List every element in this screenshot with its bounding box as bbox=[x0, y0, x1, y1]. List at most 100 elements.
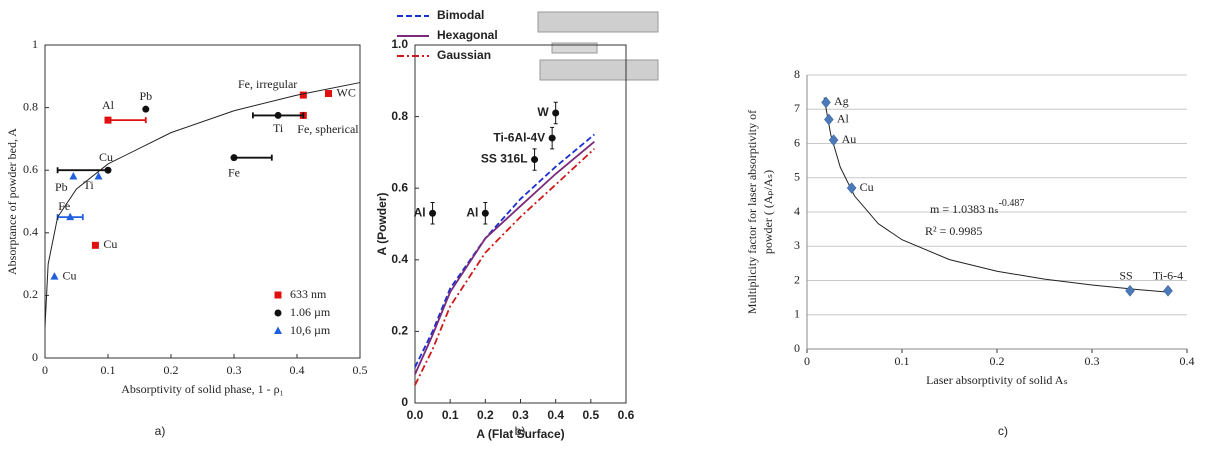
marker bbox=[230, 154, 238, 162]
x-axis-label: Laser absorptivity of solid Aₛ bbox=[926, 373, 1068, 387]
x-tick-label: 0.5 bbox=[353, 363, 368, 377]
y-axis-label: A (Powder) bbox=[375, 193, 389, 256]
x-tick-label: 0.1 bbox=[101, 363, 116, 377]
point-label: Al bbox=[414, 205, 426, 219]
marker bbox=[531, 156, 539, 164]
x-tick-label: 0.2 bbox=[477, 408, 494, 422]
x-tick-label: 0 bbox=[804, 354, 810, 368]
point-label: WC bbox=[337, 85, 356, 99]
marker bbox=[821, 96, 831, 109]
point-label: Au bbox=[842, 132, 857, 146]
marker bbox=[481, 209, 489, 217]
powder-bed-images bbox=[537, 11, 659, 81]
point-label: SS 316L bbox=[481, 152, 528, 166]
equation: m = 1.0383 nₛ-0.487 bbox=[930, 198, 1024, 215]
y-tick-label: 4 bbox=[794, 204, 800, 218]
marker bbox=[846, 182, 857, 194]
marker bbox=[69, 171, 78, 180]
x-tick-label: 0.3 bbox=[227, 363, 242, 377]
marker bbox=[325, 90, 332, 98]
y-tick-label: 0 bbox=[794, 341, 800, 355]
x-tick-label: 0.3 bbox=[1085, 354, 1100, 368]
marker bbox=[1163, 284, 1173, 297]
marker bbox=[548, 134, 556, 142]
y-tick-label: 1 bbox=[32, 37, 38, 51]
y-axis-label: powder ( (Aₚ/Aₛ) bbox=[761, 170, 775, 254]
y-tick-label: 0.4 bbox=[391, 252, 408, 266]
y-tick-label: 1.0 bbox=[391, 37, 408, 51]
x-tick-label: 0.1 bbox=[895, 354, 910, 368]
error-bar bbox=[107, 117, 147, 124]
marker bbox=[828, 134, 839, 146]
y-tick-label: 7 bbox=[794, 101, 800, 115]
x-tick-label: 0.4 bbox=[1180, 354, 1195, 368]
x-tick-label: 0.4 bbox=[547, 408, 564, 422]
marker bbox=[274, 291, 282, 299]
powder-image bbox=[537, 11, 659, 33]
x-tick-label: 0.5 bbox=[582, 408, 599, 422]
legend-label: 10,6 µm bbox=[290, 323, 331, 337]
point-label: Al bbox=[102, 98, 115, 112]
marker bbox=[50, 272, 59, 280]
point-label: Ti-6-4 bbox=[1153, 269, 1183, 283]
point-label: Ti bbox=[83, 178, 94, 192]
x-tick-label: 0 bbox=[42, 363, 48, 377]
marker bbox=[91, 241, 99, 249]
point-label: Pb bbox=[55, 180, 68, 194]
x-tick-label: 0.3 bbox=[512, 408, 529, 422]
y-tick-label: 0.2 bbox=[23, 287, 38, 301]
x-axis-label: A (Flat Surface) bbox=[476, 427, 564, 441]
y-tick-label: 0.2 bbox=[391, 324, 408, 338]
point-label: W bbox=[537, 105, 549, 119]
y-tick-label: 0.8 bbox=[23, 99, 38, 113]
x-tick-label: 0.0 bbox=[407, 408, 424, 422]
y-tick-label: 0.4 bbox=[23, 225, 38, 239]
y-tick-label: 5 bbox=[794, 170, 800, 184]
point-label: Ag bbox=[834, 94, 849, 108]
y-tick-label: 0.6 bbox=[391, 180, 408, 194]
legend-label: 1.06 µm bbox=[290, 305, 331, 319]
marker bbox=[274, 111, 282, 119]
error-bar bbox=[233, 154, 273, 161]
y-tick-label: 3 bbox=[794, 238, 800, 252]
y-axis-label: Multiplicity factor for laser absorptivi… bbox=[745, 110, 759, 314]
marker bbox=[299, 91, 307, 99]
chart: 0 0.2 0.4 0.6 0.8 1 0 0.1 0.2 0.3 0.4 0.5 Absorptivi… bbox=[5, 37, 368, 438]
marker bbox=[1125, 284, 1135, 297]
marker bbox=[94, 171, 103, 180]
line bbox=[414, 148, 595, 386]
point-label: Fe bbox=[228, 165, 240, 179]
point-label: Al bbox=[837, 111, 850, 125]
y-tick-label: 1 bbox=[794, 307, 800, 321]
powder-image bbox=[551, 42, 598, 54]
x-tick-label: 0.6 bbox=[618, 408, 635, 422]
x-tick-label: 0.2 bbox=[164, 363, 179, 377]
chart: 0 1 2 3 4 5 6 7 8 0 0.1 0.2 0.3 0.4 Laser absorptivity… bbox=[745, 67, 1195, 438]
line bbox=[823, 97, 1169, 293]
powder-image bbox=[539, 59, 659, 81]
marker bbox=[104, 166, 112, 174]
line bbox=[414, 140, 595, 375]
point-label: Fe, spherical bbox=[297, 122, 359, 136]
point-label: Ti-6Al-4V bbox=[493, 130, 545, 144]
marker bbox=[274, 309, 282, 317]
y-tick-label: 0.8 bbox=[391, 109, 408, 123]
point-label: Ti bbox=[273, 121, 284, 135]
y-axis-label: Absorptance of powder bed, A bbox=[5, 128, 19, 275]
y-tick-label: 0.6 bbox=[23, 162, 38, 176]
y-tick-label: 2 bbox=[794, 272, 800, 286]
x-tick-label: 0.4 bbox=[290, 363, 305, 377]
point-label: Cu bbox=[860, 180, 874, 194]
panel-label: b) bbox=[515, 424, 526, 438]
point-label: SS bbox=[1119, 269, 1132, 283]
y-tick-label: 8 bbox=[794, 67, 800, 81]
point-label: Cu bbox=[99, 150, 113, 164]
legend-label: Gaussian bbox=[437, 48, 491, 62]
y-tick-label: 0 bbox=[401, 395, 408, 409]
marker bbox=[142, 105, 150, 113]
panel-label: a) bbox=[155, 424, 166, 438]
marker bbox=[824, 113, 834, 126]
point-label: Al bbox=[466, 205, 478, 219]
r-squared: R² = 0.9985 bbox=[925, 224, 982, 238]
